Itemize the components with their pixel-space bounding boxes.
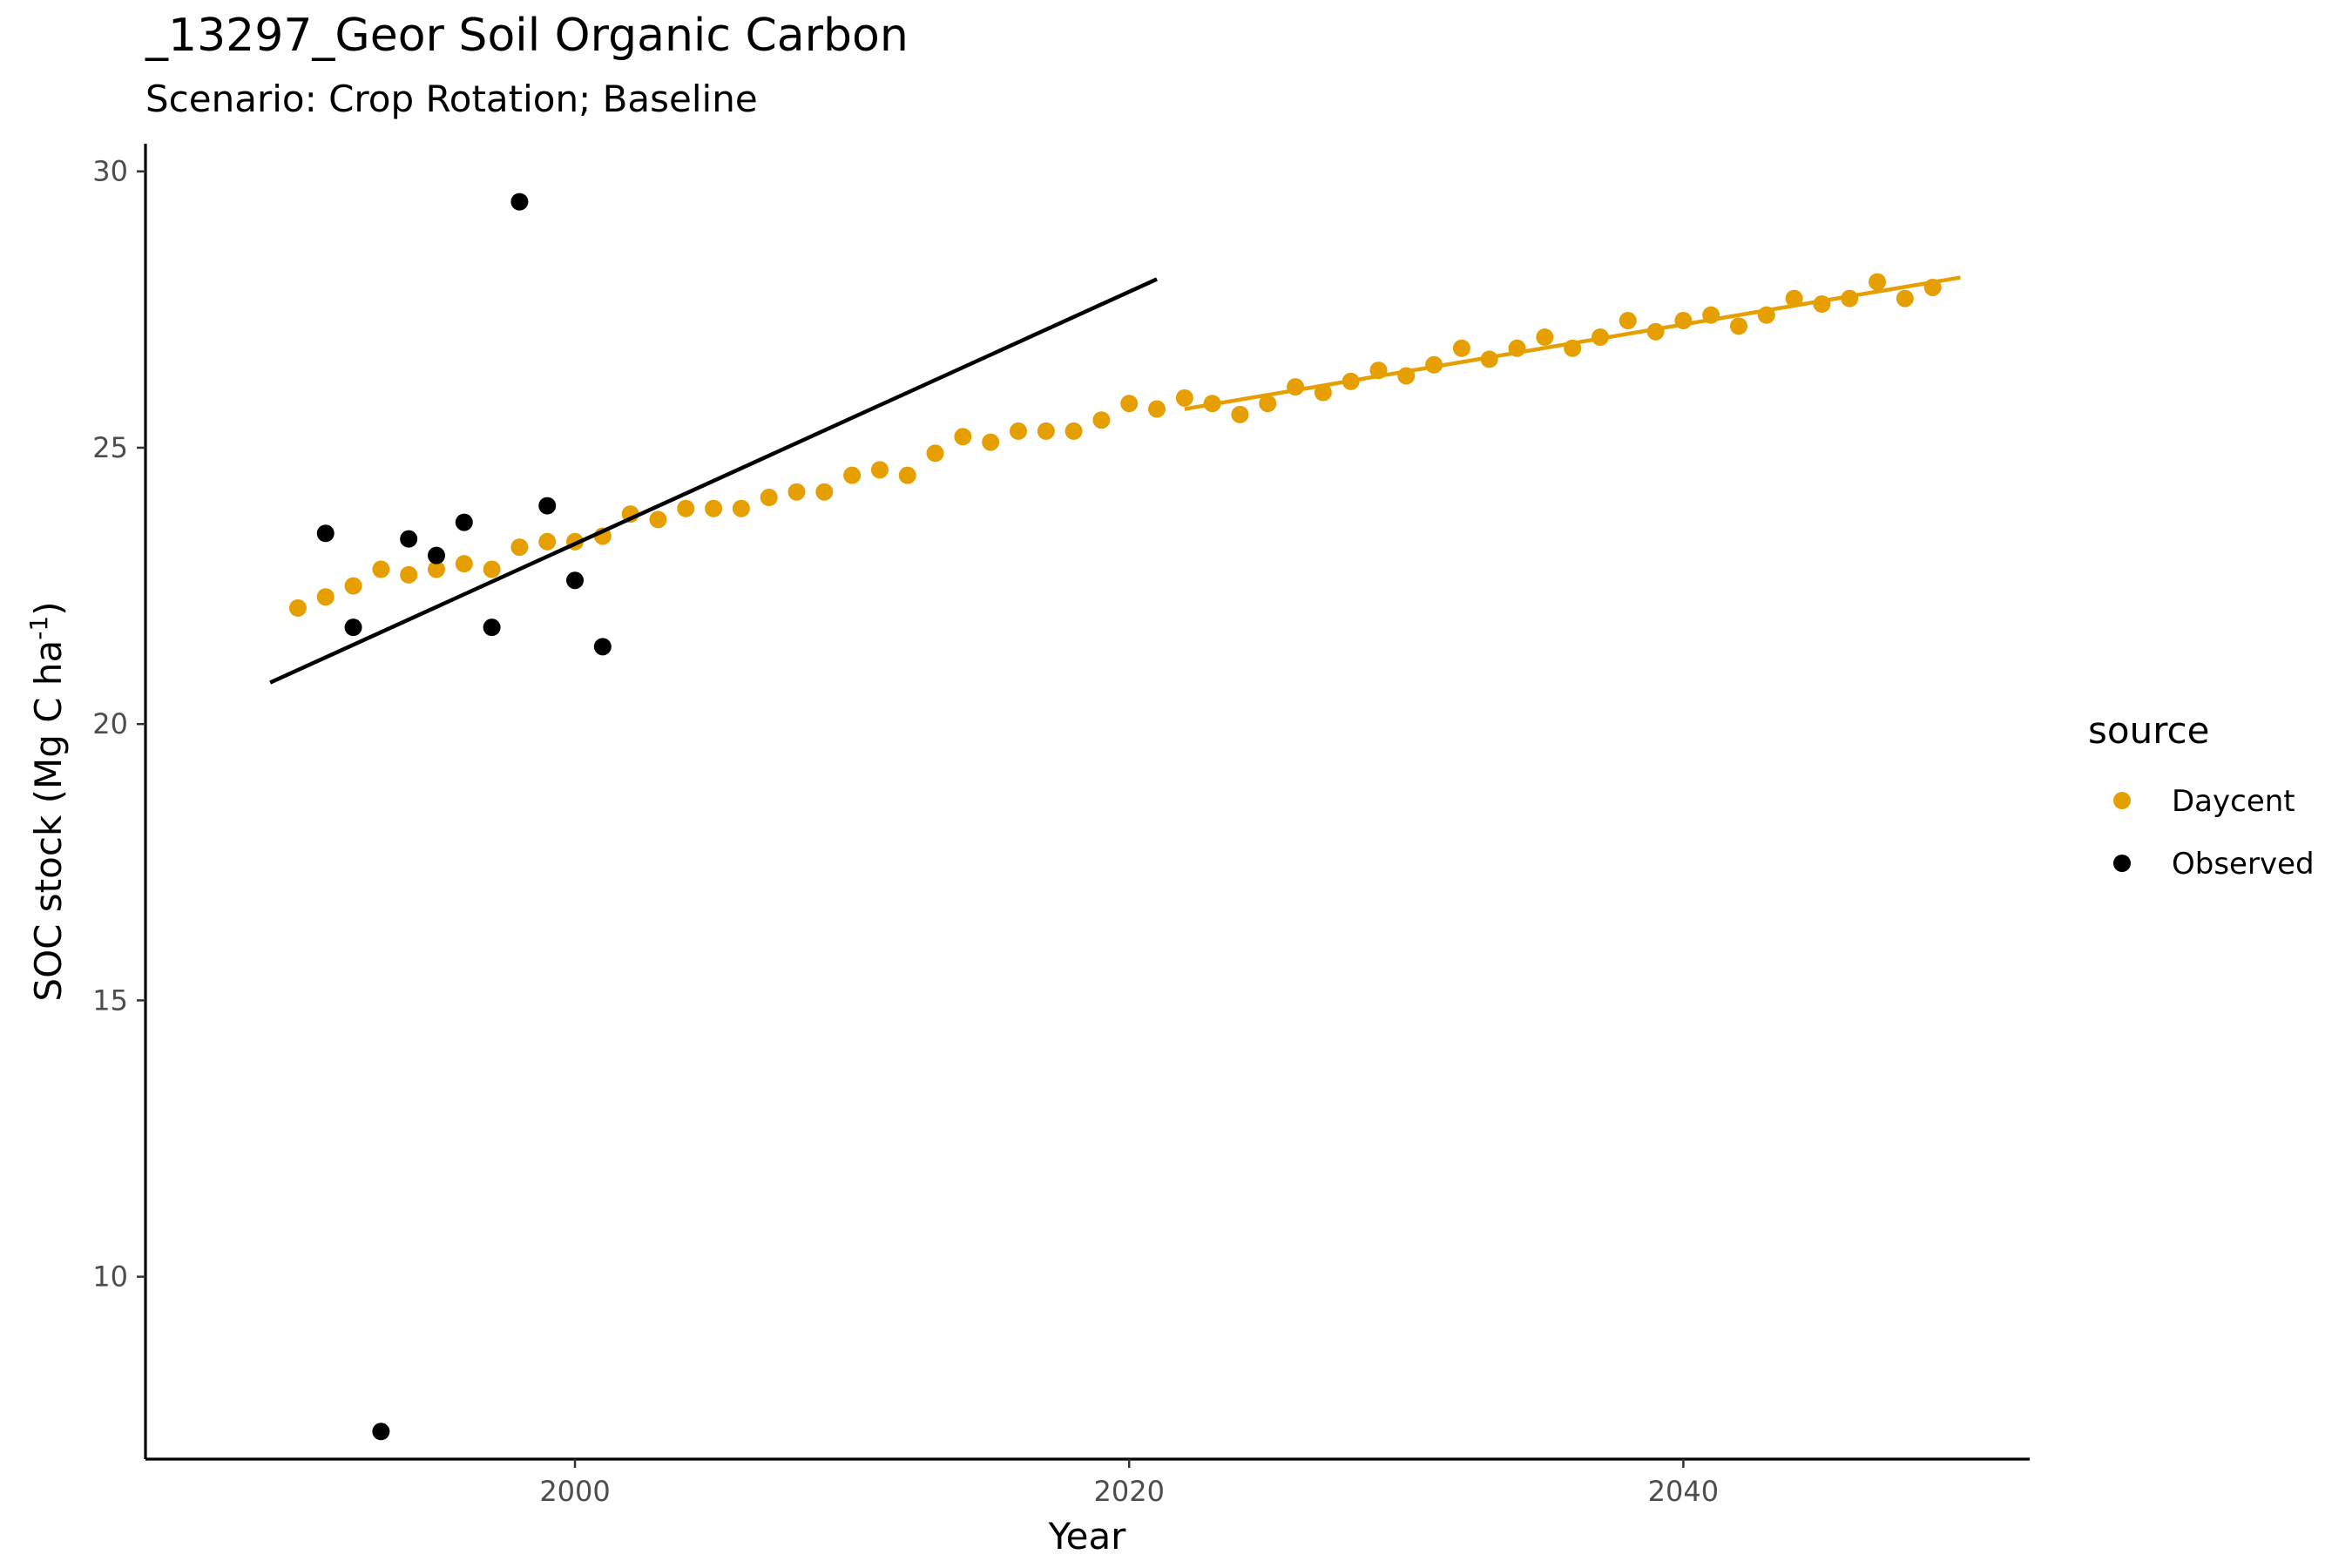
point-daycent-2013 — [926, 444, 944, 463]
point-daycent-2015 — [982, 433, 1000, 451]
point-daycent-2044 — [1785, 289, 1803, 308]
trend-line-observed — [269, 277, 1158, 685]
point-observed-2000 — [566, 571, 585, 590]
point-daycent-1994 — [400, 565, 418, 584]
axes: 2000 2020 2040 10 15 20 25 30 — [92, 155, 1719, 1508]
point-daycent-1999 — [538, 532, 557, 551]
x-tick-label-2000: 2000 — [539, 1475, 610, 1508]
legend-title: source — [2088, 709, 2209, 752]
point-daycent-2020 — [1120, 395, 1139, 413]
point-daycent-2003 — [649, 510, 667, 529]
y-tick-label-20: 20 — [92, 707, 128, 740]
legend-label-daycent: Daycent — [2172, 784, 2295, 819]
legend-label-observed: Observed — [2172, 847, 2315, 882]
point-daycent-2014 — [954, 428, 972, 446]
point-daycent-2011 — [870, 461, 889, 479]
point-daycent-2042 — [1730, 317, 1748, 335]
y-axis-title-main: SOC stock (Mg C ha — [27, 640, 70, 1002]
point-observed-1995 — [427, 546, 445, 564]
point-daycent-1990 — [288, 598, 307, 617]
point-daycent-1996 — [455, 555, 473, 573]
point-daycent-1995 — [427, 560, 445, 578]
point-observed-1993 — [372, 1423, 390, 1441]
y-tick-label-30: 30 — [92, 155, 128, 188]
y-tick-label-10: 10 — [92, 1260, 128, 1294]
point-daycent-1997 — [483, 560, 501, 578]
point-observed-2001 — [593, 638, 612, 656]
x-axis-title: Year — [1048, 1515, 1127, 1558]
y-axis-title: SOC stock (Mg C ha-1) — [24, 601, 70, 1001]
point-daycent-2010 — [843, 466, 862, 484]
point-observed-1998 — [510, 193, 529, 211]
plot-area — [269, 193, 1961, 1441]
x-tick-label-2020: 2020 — [1093, 1475, 1164, 1508]
point-daycent-2016 — [1009, 422, 1027, 440]
x-tick-label-2040: 2040 — [1648, 1475, 1719, 1508]
y-axis-title-superscript: -1 — [24, 616, 53, 640]
legend-key-daycent — [2113, 792, 2131, 809]
point-daycent-2008 — [787, 483, 806, 501]
point-observed-1999 — [538, 497, 557, 515]
y-tick-label-25: 25 — [92, 431, 128, 464]
point-daycent-2018 — [1064, 422, 1083, 440]
point-observed-1997 — [483, 618, 501, 637]
y-axis-title-suffix: ) — [27, 601, 70, 615]
point-daycent-2019 — [1092, 411, 1111, 429]
point-daycent-2035 — [1536, 328, 1554, 347]
chart-subtitle: Scenario: Crop Rotation; Baseline — [145, 78, 758, 120]
legend: source Daycent Observed — [2088, 709, 2315, 882]
point-daycent-2006 — [732, 499, 750, 517]
point-daycent-2012 — [898, 466, 916, 484]
y-tick-label-15: 15 — [92, 983, 128, 1017]
point-daycent-1992 — [344, 577, 362, 595]
point-daycent-1998 — [510, 538, 529, 557]
point-daycent-2025 — [1259, 395, 1277, 413]
point-daycent-2047 — [1869, 273, 1887, 291]
point-daycent-2022 — [1175, 389, 1193, 407]
point-daycent-2005 — [705, 499, 723, 517]
chart-title: _13297_Geor Soil Organic Carbon — [145, 10, 909, 62]
point-daycent-2009 — [815, 483, 834, 501]
point-daycent-2045 — [1813, 294, 1831, 313]
point-observed-1996 — [455, 513, 473, 531]
point-daycent-2048 — [1896, 289, 1914, 308]
point-daycent-2021 — [1148, 400, 1166, 418]
point-daycent-2032 — [1452, 339, 1470, 357]
trend-line-daycent — [1184, 275, 1961, 411]
point-daycent-2024 — [1231, 405, 1249, 423]
legend-key-observed — [2113, 855, 2131, 872]
point-daycent-1991 — [316, 588, 335, 606]
point-daycent-2017 — [1037, 422, 1055, 440]
point-daycent-2038 — [1619, 312, 1637, 330]
point-observed-1994 — [400, 530, 418, 548]
point-daycent-2007 — [760, 489, 778, 507]
point-observed-1991 — [316, 524, 335, 543]
point-observed-1992 — [344, 618, 362, 637]
point-daycent-2004 — [677, 499, 695, 517]
point-daycent-1993 — [372, 560, 390, 578]
